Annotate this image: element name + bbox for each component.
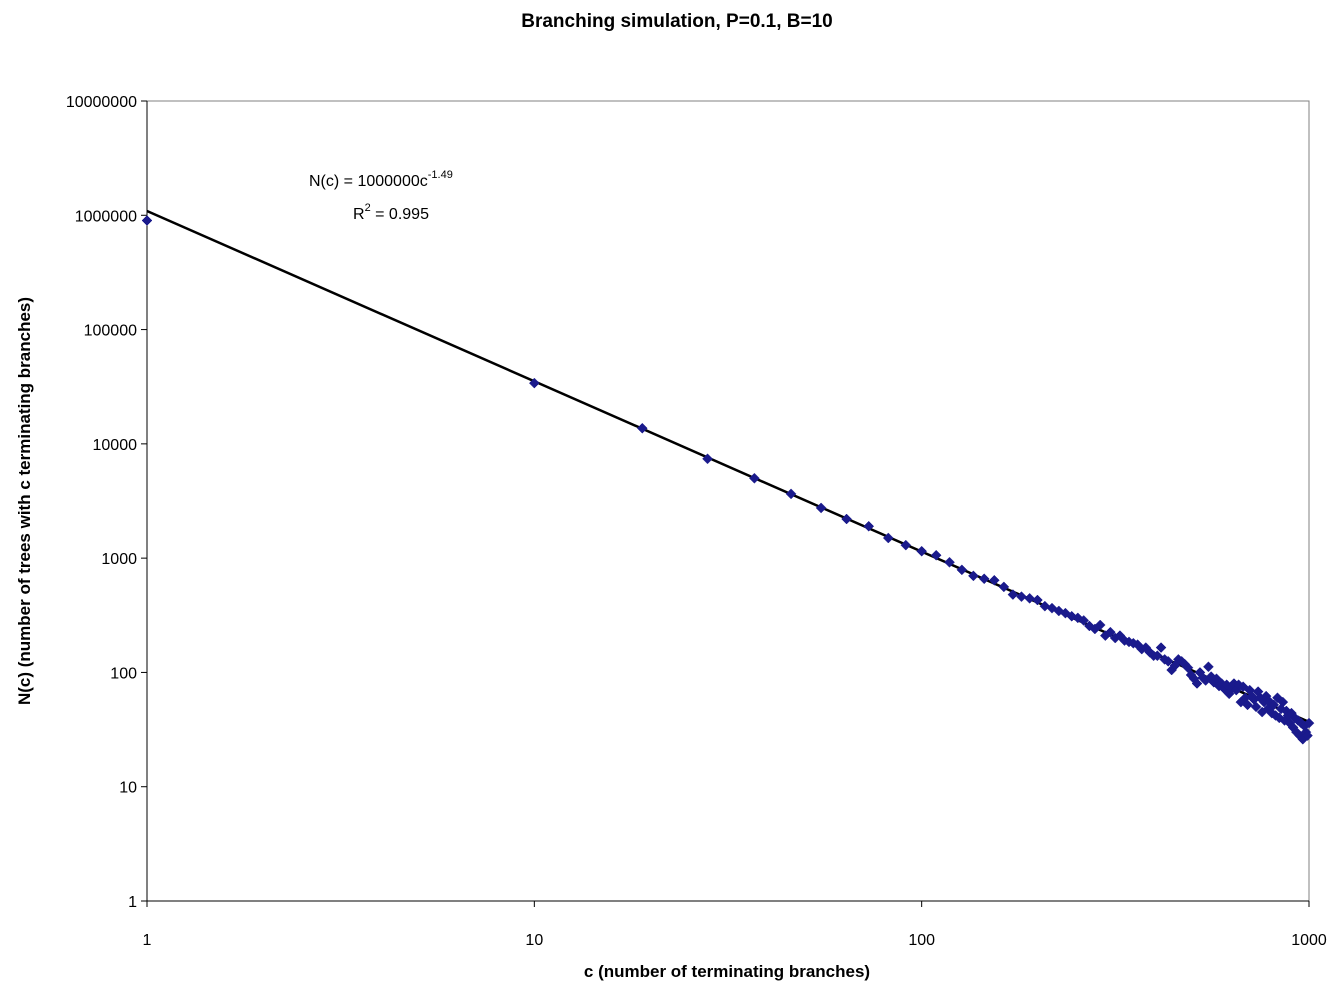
data-point	[702, 453, 713, 465]
data-point	[1268, 699, 1280, 711]
data-point	[1032, 594, 1043, 606]
chart-title: Branching simulation, P=0.1, B=10	[521, 11, 833, 32]
data-point	[944, 556, 955, 568]
y-tick-label: 1000	[101, 551, 137, 568]
y-tick-label: 10	[119, 780, 137, 797]
data-point	[1242, 699, 1253, 711]
y-axis-label: N(c) (number of trees with c terminating…	[15, 297, 34, 705]
data-point	[988, 574, 1000, 586]
y-tick-label: 100	[110, 665, 137, 682]
r-squared: R2 = 0.995	[353, 202, 429, 223]
r-squared-sup: 2	[365, 202, 371, 214]
x-tick-label: 1000	[1291, 932, 1327, 949]
data-point	[841, 513, 852, 525]
data-point	[1104, 626, 1116, 638]
data-point	[882, 532, 894, 544]
data-point	[998, 581, 1010, 593]
x-axis: 1 10 100 1000	[143, 900, 1327, 949]
x-axis-label: c (number of terminating branches)	[584, 962, 870, 981]
x-tick-label: 10	[525, 932, 543, 949]
data-point	[930, 549, 942, 561]
data-point	[978, 573, 990, 585]
data-point	[141, 215, 153, 226]
data-point	[1155, 642, 1167, 653]
data-point	[1203, 661, 1214, 673]
data-point	[1191, 678, 1203, 689]
data-point	[1303, 717, 1315, 729]
data-point	[528, 377, 540, 389]
data-point	[1094, 619, 1106, 631]
data-point	[916, 545, 928, 557]
data-point	[900, 539, 912, 551]
data-point	[863, 520, 875, 532]
data-point	[1152, 650, 1163, 662]
data-point	[968, 570, 979, 582]
y-tick-label: 1	[128, 894, 137, 911]
data-point	[1162, 655, 1174, 667]
y-tick-label: 100000	[84, 323, 137, 340]
x-tick-label: 1	[143, 932, 152, 949]
data-point	[1078, 615, 1090, 626]
equation-text: N(c) = 1000000c	[309, 173, 428, 190]
data-point	[636, 422, 648, 434]
r-squared-symbol: R	[353, 206, 365, 223]
data-point	[1277, 696, 1289, 708]
x-tick-label: 100	[908, 932, 935, 949]
data-point	[749, 472, 760, 484]
data-point	[1024, 592, 1035, 604]
data-point	[1016, 591, 1027, 603]
equation-exponent: -1.49	[428, 169, 453, 181]
data-point	[785, 488, 797, 500]
y-axis: 1 10 100 1000 10000 100000 1000000 10000000	[66, 94, 148, 911]
plot-area	[146, 100, 1310, 902]
y-tick-label: 10000000	[66, 94, 137, 111]
data-point	[1007, 589, 1019, 600]
data-point	[815, 502, 827, 514]
data-point	[1302, 730, 1313, 741]
y-tick-label: 1000000	[75, 208, 137, 225]
y-tick-label: 10000	[93, 437, 138, 454]
data-points	[141, 215, 1315, 745]
trendline-equation: N(c) = 1000000c-1.49	[309, 169, 453, 190]
data-point	[956, 564, 968, 576]
r-squared-value: = 0.995	[371, 206, 429, 223]
data-point	[1182, 662, 1194, 674]
data-point	[1250, 701, 1262, 713]
